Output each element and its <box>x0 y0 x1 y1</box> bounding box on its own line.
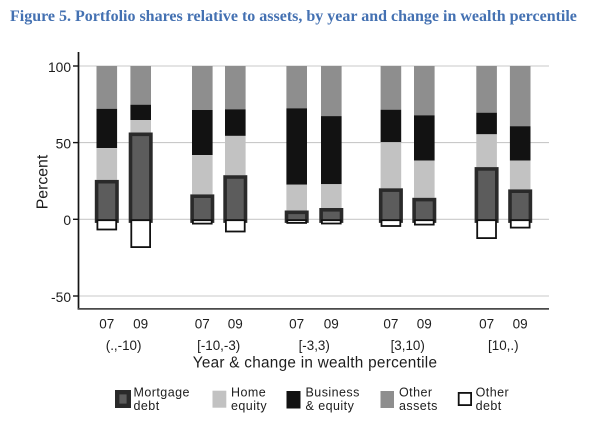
svg-text:Home: Home <box>231 386 266 400</box>
svg-text:& equity: & equity <box>306 399 355 413</box>
svg-text:Business: Business <box>306 386 360 400</box>
svg-text:[-10,-3): [-10,-3) <box>197 338 240 353</box>
svg-text:50: 50 <box>56 136 72 151</box>
svg-text:07: 07 <box>195 316 210 331</box>
svg-text:09: 09 <box>417 316 432 331</box>
svg-text:07: 07 <box>383 316 398 331</box>
svg-text:Other: Other <box>476 386 510 400</box>
svg-text:Other: Other <box>399 386 433 400</box>
svg-text:debt: debt <box>476 399 502 413</box>
svg-text:equity: equity <box>231 399 267 413</box>
svg-text:07: 07 <box>99 316 114 331</box>
svg-text:[3,10): [3,10) <box>391 338 425 353</box>
svg-text:[10,.): [10,.) <box>488 338 519 353</box>
svg-text:0: 0 <box>63 213 71 228</box>
svg-text:09: 09 <box>133 316 148 331</box>
svg-text:09: 09 <box>324 316 339 331</box>
svg-text:[-3,3): [-3,3) <box>299 338 330 353</box>
svg-text:09: 09 <box>513 316 528 331</box>
svg-text:07: 07 <box>479 316 494 331</box>
svg-text:Percent: Percent <box>35 154 52 209</box>
svg-text:assets: assets <box>399 399 438 413</box>
svg-text:-50: -50 <box>51 290 71 305</box>
svg-text:09: 09 <box>228 316 243 331</box>
svg-text:Mortgage: Mortgage <box>134 386 190 400</box>
svg-text:Year & change in wealth percen: Year & change in wealth percentile <box>193 355 438 372</box>
svg-text:100: 100 <box>48 60 71 75</box>
svg-text:07: 07 <box>289 316 304 331</box>
svg-text:(.,-10): (.,-10) <box>106 338 142 353</box>
svg-text:debt: debt <box>134 399 160 413</box>
